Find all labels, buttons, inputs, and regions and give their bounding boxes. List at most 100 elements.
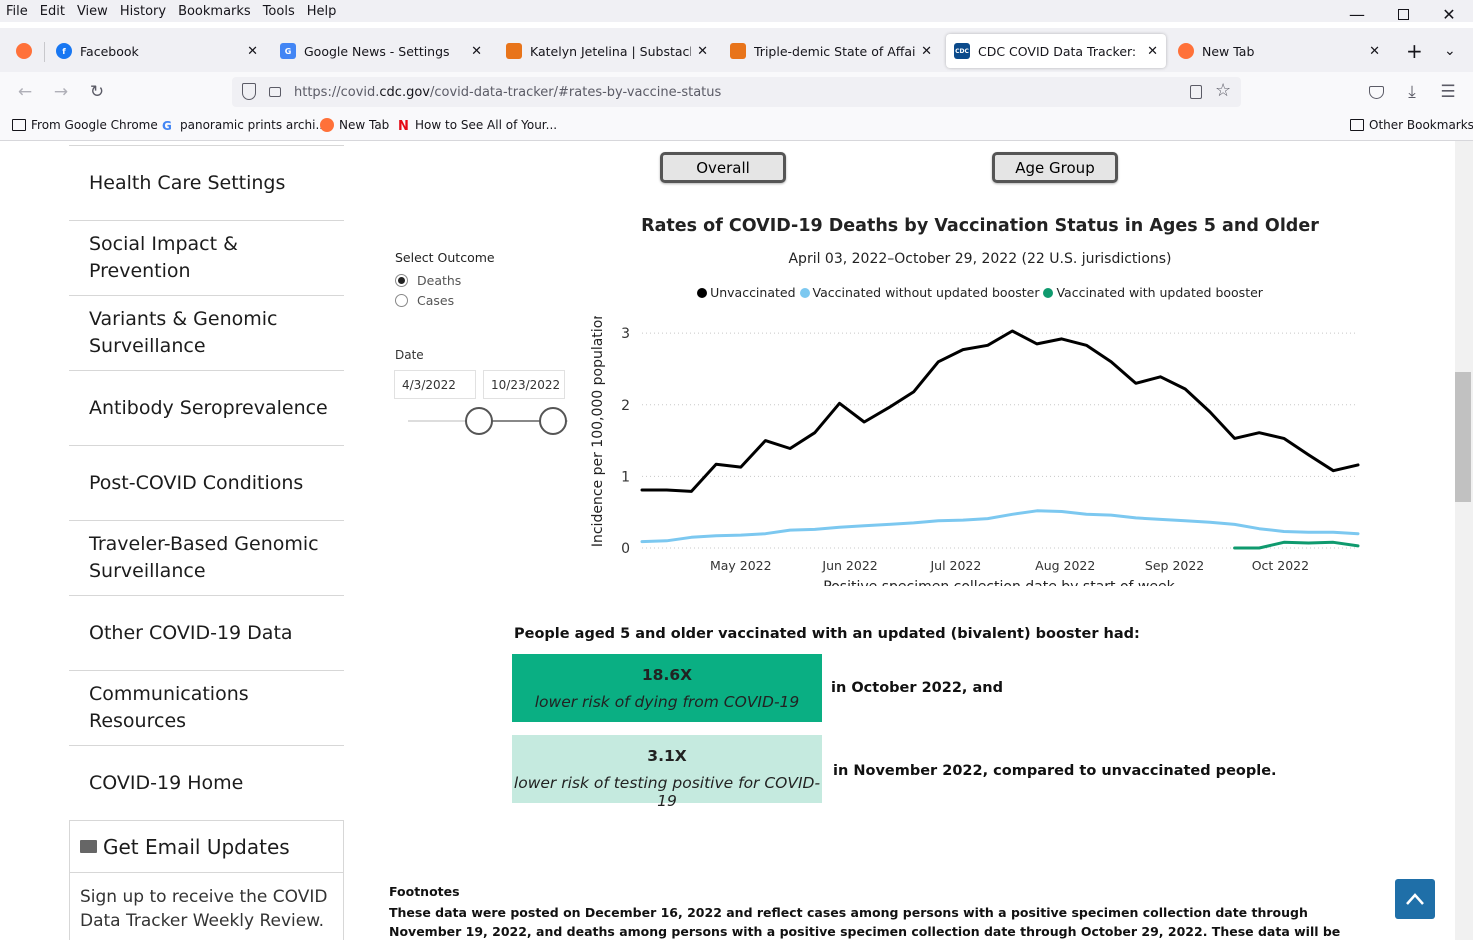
menu-tools[interactable]: Tools — [262, 3, 295, 19]
lock-icon[interactable] — [269, 87, 281, 97]
age-group-button[interactable]: Age Group — [992, 152, 1118, 183]
tab-triple-demic[interactable]: Triple-demic State of Affairs: Jan ✕ — [722, 34, 940, 68]
forward-button[interactable]: → — [49, 80, 73, 104]
pocket-button[interactable] — [1364, 80, 1388, 104]
chart-title: Rates of COVID-19 Deaths by Vaccination … — [641, 216, 1319, 236]
radio-button[interactable] — [395, 294, 408, 307]
stat-value: 3.1X — [647, 747, 687, 765]
radio-deaths[interactable]: Deaths — [395, 273, 461, 288]
menu-history[interactable]: History — [119, 3, 167, 19]
menu-edit[interactable]: Edit — [39, 3, 65, 19]
back-button[interactable]: ← — [13, 80, 37, 104]
tab-bar: f Facebook ✕ G Google News - Settings ✕ … — [0, 28, 1473, 72]
scrollbar-thumb[interactable] — [1455, 372, 1471, 502]
sidebar-item-social-impact[interactable]: Social Impact & Prevention — [69, 221, 344, 296]
menu-file[interactable]: File — [6, 3, 28, 19]
maximize-icon — [1397, 8, 1409, 20]
tab-cdc-covid[interactable]: CDC CDC COVID Data Tracker: Rates ✕ — [946, 34, 1166, 68]
reload-icon: ↻ — [89, 82, 105, 102]
overall-button[interactable]: Overall — [660, 152, 786, 183]
new-tab-button[interactable]: + — [1398, 34, 1426, 68]
tab-new-tab[interactable]: New Tab ✕ — [1170, 34, 1388, 68]
tab-facebook[interactable]: f Facebook ✕ — [48, 34, 266, 68]
tab-substack[interactable]: Katelyn Jetelina | Substack ✕ — [498, 34, 716, 68]
date-slider-end-handle[interactable] — [539, 407, 567, 435]
email-updates-box: Get Email Updates Sign up to receive the… — [69, 820, 344, 940]
menu-bookmarks[interactable]: Bookmarks — [178, 3, 251, 19]
bookmark-folder[interactable]: From Google Chrome — [12, 118, 158, 132]
legend-item-vaccinated-without-booster[interactable]: Vaccinated without updated booster — [799, 285, 1039, 300]
stat-box-deaths: 18.6X lower risk of dying from COVID-19 — [512, 654, 822, 722]
menu-help[interactable]: Help — [306, 3, 337, 19]
menu-view[interactable]: View — [76, 3, 108, 19]
sidebar-item-covid-home[interactable]: COVID-19 Home — [69, 746, 344, 821]
date-end-input[interactable]: 10/23/2022 — [483, 370, 565, 399]
list-all-tabs-button[interactable]: ⌄ — [1436, 34, 1464, 68]
chart-subtitle: April 03, 2022–October 29, 2022 (22 U.S.… — [788, 251, 1172, 267]
firefox-view-button[interactable] — [8, 34, 36, 68]
y-tick-label: 3 — [621, 326, 630, 342]
google-icon: G — [162, 119, 172, 133]
close-tab-icon[interactable]: ✕ — [1147, 43, 1158, 59]
close-tab-icon[interactable]: ✕ — [247, 43, 258, 59]
maximize-button[interactable] — [1380, 0, 1426, 28]
firefox-icon — [1178, 43, 1194, 59]
app-menu-button[interactable]: ☰ — [1436, 80, 1460, 104]
chart-legend: Unvaccinated Vaccinated without updated … — [590, 285, 1370, 300]
tab-google-news[interactable]: G Google News - Settings ✕ — [272, 34, 490, 68]
sidebar-item-health-care-settings[interactable]: Health Care Settings — [69, 146, 344, 221]
bookmark-item[interactable]: New Tab — [320, 118, 389, 132]
close-tab-icon[interactable]: ✕ — [921, 43, 932, 59]
legend-item-vaccinated-with-booster[interactable]: Vaccinated with updated booster — [1043, 285, 1263, 300]
sidebar-item-traveler-genomic[interactable]: Traveler-Based Genomic Surveillance — [69, 521, 344, 596]
close-tab-icon[interactable]: ✕ — [471, 43, 482, 59]
footnotes-text: These data were posted on December 16, 2… — [389, 905, 1341, 939]
x-tick-label: Aug 2022 — [1035, 558, 1095, 573]
sidebar-item-variants[interactable]: Variants & Genomic Surveillance — [69, 296, 344, 371]
legend-swatch — [1043, 287, 1054, 298]
close-tab-icon[interactable]: ✕ — [697, 43, 708, 59]
back-to-top-button[interactable] — [1395, 879, 1435, 919]
bookmark-item[interactable]: N How to See All of Your... — [398, 118, 558, 134]
date-slider-start-handle[interactable] — [465, 407, 493, 435]
reader-view-icon[interactable] — [1190, 85, 1202, 99]
sidebar-item-antibody[interactable]: Antibody Seroprevalence — [69, 371, 344, 446]
downloads-button[interactable]: ⤓ — [1400, 80, 1424, 104]
close-tab-icon[interactable]: ✕ — [1369, 43, 1380, 59]
page-scrollbar[interactable] — [1455, 141, 1473, 940]
address-bar[interactable]: https://covid.cdc.gov/covid-data-tracker… — [232, 77, 1241, 107]
legend-item-unvaccinated[interactable]: Unvaccinated — [697, 285, 796, 300]
y-tick-label: 1 — [621, 469, 630, 485]
date-start-input[interactable]: 4/3/2022 — [394, 370, 476, 399]
x-tick-label: May 2022 — [710, 558, 772, 573]
minimize-button[interactable]: — — [1349, 4, 1365, 24]
email-updates-text: Sign up to receive the COVID Data Tracke… — [80, 887, 328, 931]
sidebar-item-post-covid[interactable]: Post-COVID Conditions — [69, 446, 344, 521]
other-bookmarks[interactable]: Other Bookmarks — [1350, 118, 1473, 132]
bookmark-star-icon[interactable]: ☆ — [1215, 80, 1232, 101]
radio-cases[interactable]: Cases — [395, 293, 454, 308]
x-tick-label: Sep 2022 — [1145, 558, 1204, 573]
page-content: Health Care Settings Social Impact & Pre… — [0, 141, 1455, 940]
stat-box-cases: 3.1X lower risk of testing positive for … — [512, 735, 822, 810]
url-text[interactable]: https://covid.cdc.gov/covid-data-tracker… — [294, 84, 722, 100]
radio-button[interactable] — [395, 274, 408, 287]
shield-icon[interactable] — [242, 83, 256, 100]
download-icon: ⤓ — [1408, 82, 1416, 102]
reload-button[interactable]: ↻ — [85, 80, 109, 104]
series-line-1 — [640, 329, 1360, 493]
plus-icon: + — [1406, 39, 1423, 63]
stat-description: lower risk of testing positive for COVID… — [513, 774, 821, 810]
hamburger-menu-icon: ☰ — [1440, 82, 1456, 102]
sidebar-item-other-data[interactable]: Other COVID-19 Data — [69, 596, 344, 671]
sidebar-item-communications[interactable]: Communications Resources — [69, 671, 344, 746]
facebook-icon: f — [56, 43, 72, 59]
line-chart: 0 1 2 3 May 2022 Jun 2022 Jul 2022 Aug 2022 Sep … — [590, 316, 1360, 586]
email-updates-header[interactable]: Get Email Updates — [70, 821, 343, 873]
arrow-right-icon: → — [53, 82, 69, 102]
close-window-button[interactable]: ✕ — [1442, 4, 1456, 24]
series-line-3 — [1233, 540, 1360, 550]
series-line-2 — [640, 509, 1360, 544]
